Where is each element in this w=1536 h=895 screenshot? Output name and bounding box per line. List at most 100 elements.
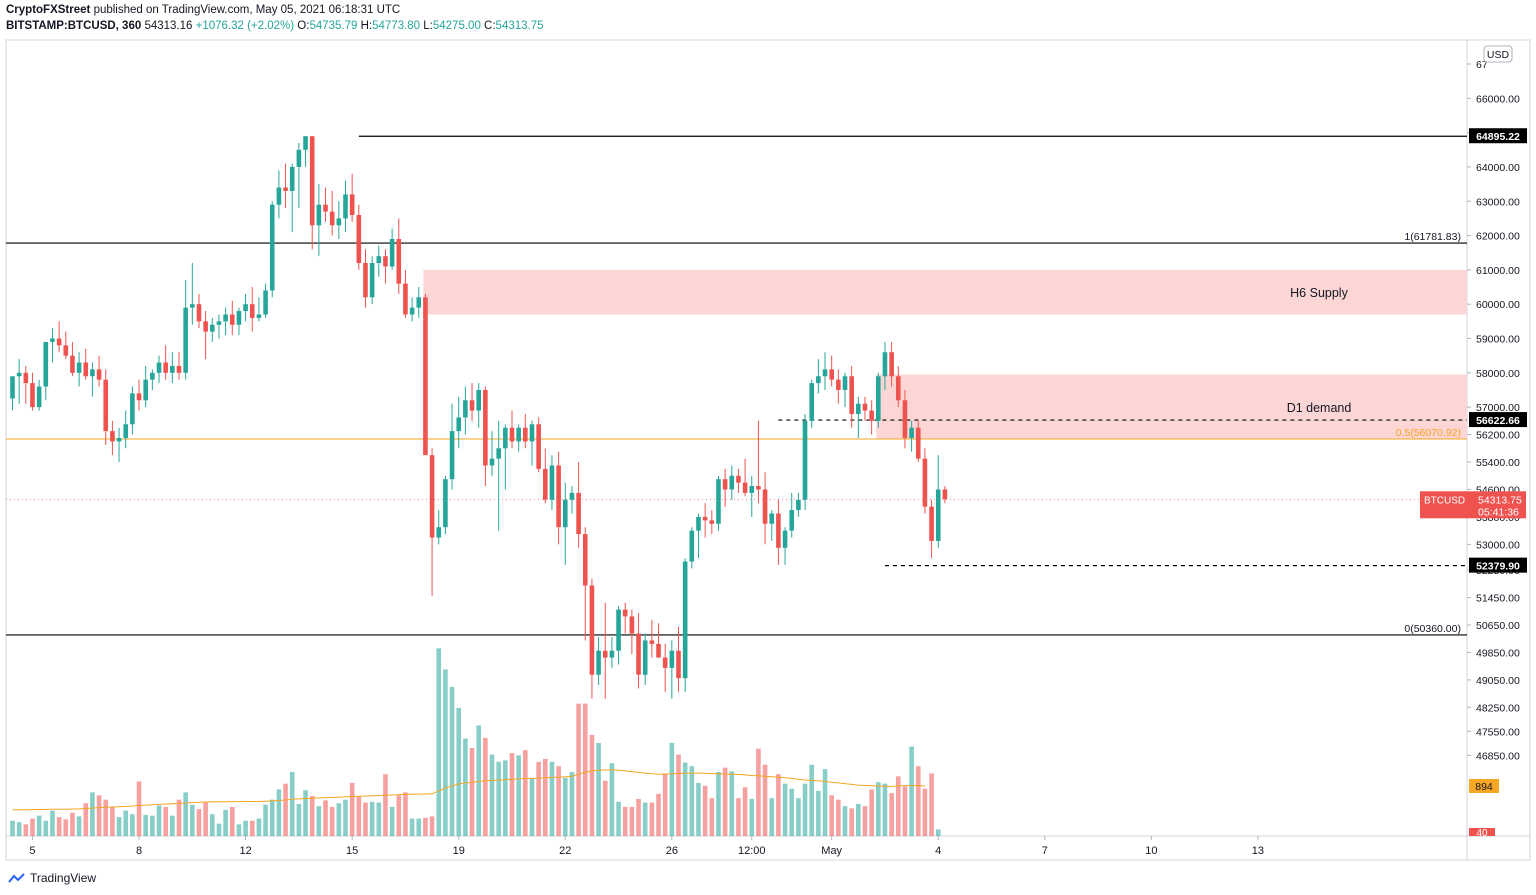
- volume-bar: [236, 824, 242, 836]
- candle-body: [216, 321, 222, 325]
- volume-bar: [709, 798, 715, 836]
- candle-body: [756, 486, 761, 490]
- volume-bar: [656, 793, 661, 836]
- volume-bar: [642, 802, 648, 836]
- candle-body: [882, 352, 888, 377]
- candle-body: [669, 650, 675, 668]
- candle-body: [223, 314, 228, 322]
- candle-body: [469, 400, 475, 411]
- candle-body: [90, 369, 95, 377]
- volume-bar: [676, 754, 681, 836]
- candle-body: [802, 420, 808, 500]
- candle-body: [576, 492, 581, 535]
- volume-bar: [303, 790, 308, 836]
- volume-bar: [229, 806, 235, 836]
- tradingview-logo-icon: [8, 873, 25, 883]
- y-tick-label: 46850.00: [1476, 750, 1520, 762]
- y-tick-label: 60000.00: [1476, 299, 1520, 311]
- candle-body: [895, 376, 901, 401]
- volume-bar: [722, 767, 728, 836]
- candle-body: [110, 431, 115, 442]
- volume-bar: [383, 774, 388, 836]
- volume-bar: [243, 820, 248, 836]
- volume-bar: [476, 725, 481, 836]
- volume-bar: [582, 703, 588, 836]
- candle-body: [289, 166, 295, 191]
- volume-bar: [223, 809, 228, 836]
- candle-body: [50, 338, 55, 342]
- candle-body: [116, 438, 122, 442]
- volume-bar: [849, 808, 854, 836]
- candle-body: [423, 297, 428, 456]
- y-tick-label: 56200.00: [1476, 430, 1520, 442]
- level-price-tag-label: 52379.90: [1476, 561, 1520, 573]
- candle-body: [622, 609, 628, 617]
- candle-body: [636, 633, 641, 675]
- candle-body: [776, 513, 781, 548]
- close-label: C:: [484, 20, 496, 32]
- candle-body: [829, 369, 834, 380]
- volume-bar: [536, 761, 541, 836]
- published-text: published on TradingView.com, May 05, 20…: [93, 4, 401, 16]
- volume-bar: [609, 763, 615, 836]
- volume-bar: [862, 806, 868, 836]
- volume-bar: [682, 762, 688, 836]
- candle-body: [702, 516, 708, 521]
- volume-bar: [216, 823, 222, 836]
- volume-bar: [716, 772, 721, 836]
- candle-body: [143, 379, 148, 401]
- candle-body: [276, 187, 282, 205]
- publisher-name: CryptoFXStreet: [6, 4, 91, 16]
- volume-bar: [56, 817, 62, 836]
- volume-bar: [702, 785, 708, 836]
- candle-body: [229, 314, 235, 325]
- candle-body: [822, 369, 828, 377]
- volume-bar: [289, 772, 295, 836]
- volume-bar: [90, 792, 95, 836]
- volume-bar: [349, 782, 355, 836]
- x-tick-label: 7: [1042, 845, 1048, 857]
- volume-bar: [523, 750, 528, 836]
- candle-body: [23, 372, 29, 384]
- candle-body: [489, 458, 495, 466]
- volume-bar: [836, 799, 841, 836]
- y-tick-label: 57000.00: [1476, 402, 1520, 414]
- candle-body: [130, 393, 135, 425]
- volume-bar: [856, 804, 861, 836]
- price-tag-symbol: BTCUSD: [1424, 495, 1465, 506]
- volume-bar: [276, 789, 282, 836]
- candle-body: [789, 510, 795, 531]
- x-tick-label: 13: [1252, 845, 1264, 857]
- price-tag-value: 54313.75: [1478, 494, 1522, 506]
- volume-bar: [622, 806, 628, 836]
- candle-body: [429, 455, 435, 538]
- volume-bar: [456, 708, 462, 836]
- currency-badge: [1483, 45, 1513, 63]
- level-price-tag: [1469, 412, 1527, 428]
- volume-bar: [496, 761, 501, 836]
- volume-bar: [809, 764, 814, 836]
- candle-body: [809, 383, 814, 421]
- volume-bar: [776, 774, 781, 836]
- x-tick-label: 4: [935, 845, 941, 857]
- volume-bar: [283, 783, 288, 836]
- volume-bar: [602, 780, 608, 836]
- volume-bar: [409, 818, 415, 836]
- volume-bar: [915, 766, 921, 836]
- volume-bar: [543, 758, 548, 836]
- volume-bar: [343, 799, 348, 836]
- fib-level-label: 0(50360.00): [1404, 623, 1461, 635]
- open-value: 54735.79: [309, 20, 358, 32]
- volume-bar: [516, 755, 521, 836]
- volume-bar: [762, 764, 768, 836]
- volume-bar: [689, 766, 695, 836]
- candle-body: [862, 403, 868, 411]
- fib-level-label: 0.5(56070.92): [1396, 427, 1461, 439]
- volume-bar: [296, 804, 302, 836]
- x-tick-label: 5: [29, 845, 35, 857]
- candle-body: [70, 355, 75, 373]
- y-tick-label: 50650.00: [1476, 620, 1520, 632]
- footer: TradingView: [8, 871, 96, 885]
- candle-body: [196, 304, 202, 322]
